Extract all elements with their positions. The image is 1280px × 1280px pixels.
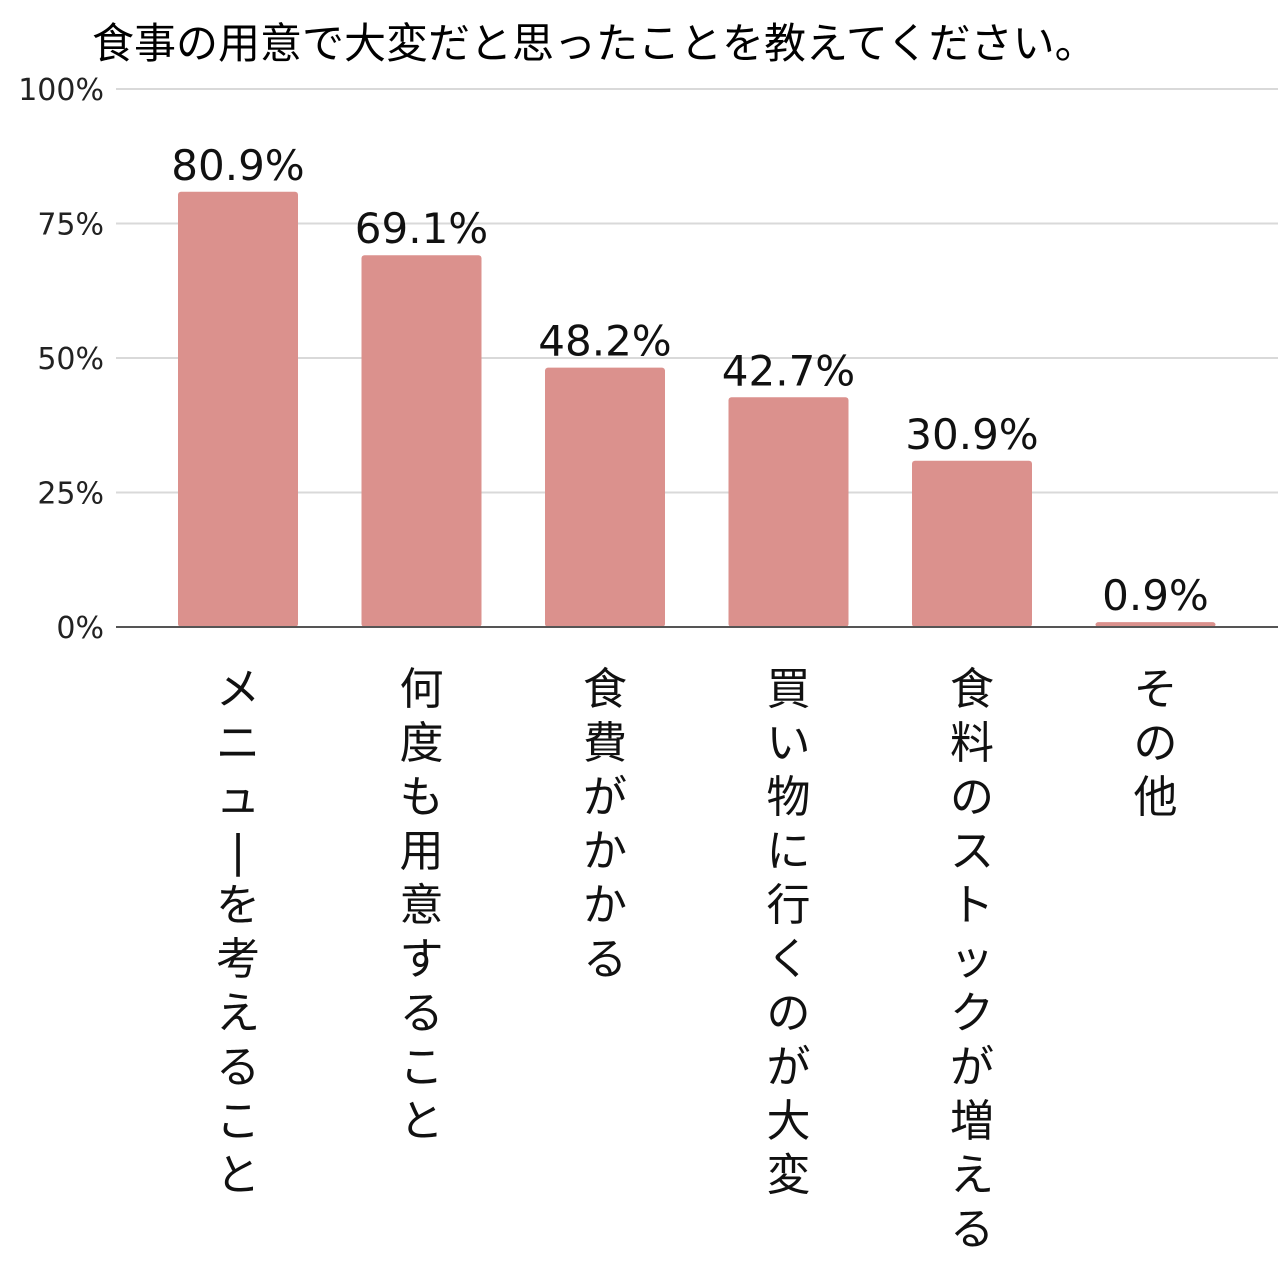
value-label: 0.9%	[1102, 571, 1209, 620]
bar	[912, 460, 1032, 627]
bar	[178, 191, 298, 627]
value-label: 30.9%	[905, 410, 1038, 459]
bars	[178, 191, 1216, 627]
category-label: その他	[1134, 664, 1178, 823]
gridlines	[116, 88, 1278, 494]
y-tick-label: 100%	[18, 73, 104, 108]
y-tick-label: 75%	[37, 208, 104, 243]
bar	[728, 397, 849, 627]
value-label: 42.7%	[722, 346, 855, 395]
value-label: 48.2%	[538, 317, 671, 366]
category-label: 食費がかかる	[583, 664, 627, 985]
value-label: 69.1%	[355, 204, 488, 253]
category-label: 食料のストックが増える	[950, 664, 994, 1255]
category-label: 買い物に行くのが大変	[767, 664, 811, 1201]
y-tick-label: 25%	[37, 477, 104, 512]
y-tick-label: 50%	[37, 342, 104, 377]
category-label: メニュ|を考えること	[216, 664, 260, 1201]
value-labels: 80.9% 69.1% 48.2% 42.7% 30.9% 0.9%	[171, 141, 1209, 620]
y-tick-label: 0%	[56, 611, 104, 646]
chart-title: 食事の用意で大変だと思ったことを教えてください。	[92, 19, 1097, 68]
bar	[545, 367, 665, 627]
value-label: 80.9%	[171, 141, 304, 190]
bar	[361, 255, 482, 627]
category-label: 何度も用意すること	[400, 664, 444, 1147]
category-labels: メニュ|を考えること 何度も用意すること 食費がかかる 買い物に行くのが大変 食料のスト…	[216, 664, 1178, 1255]
bar	[1095, 622, 1216, 627]
y-axis-ticks: 0% 25% 50% 75% 100%	[18, 73, 104, 646]
